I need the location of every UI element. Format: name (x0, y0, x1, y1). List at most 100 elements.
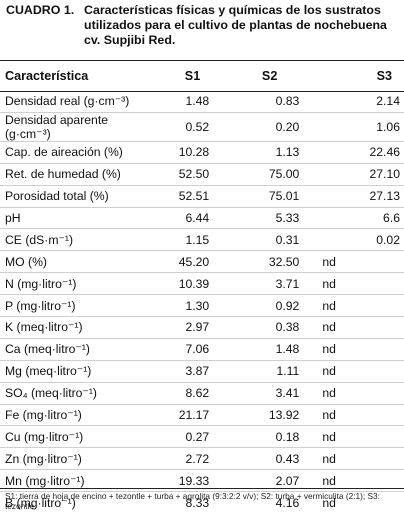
row-value-s1: 2.72 (147, 447, 210, 471)
row-value-s2: 3.41 (209, 382, 300, 405)
caption-line-3: cv. Supjibi Red. (84, 33, 176, 47)
table-row: Densidad real (g·cm⁻³) 1.48 0.83 2.14 (0, 91, 404, 113)
row-value-s1: 52.51 (147, 185, 210, 208)
table-row: pH 6.44 5.33 6.6 (0, 207, 404, 230)
row-value-s3: 2.14 (299, 91, 404, 113)
row-value-s1: 45.20 (147, 250, 210, 274)
row-value-s3: 1.06 (299, 112, 404, 142)
row-value-s2: 0.31 (209, 228, 300, 252)
row-characteristic: Porosidad total (%) (0, 185, 148, 208)
table-row: Cu (mg·litro⁻¹) 0.27 0.18 nd (0, 425, 404, 449)
row-value-s1: 10.28 (147, 141, 210, 164)
header-s3-cell: S3 (299, 60, 404, 91)
table-row: Mg (meq·litro⁻¹) 3.87 1.11 nd (0, 360, 404, 383)
caption-label: CUADRO 1. (6, 3, 75, 17)
row-value-s3: nd (299, 360, 404, 383)
table-row: B (mg·litro⁻¹) 8.33 4.16 nd (0, 492, 404, 513)
row-value-s1: 1.48 (147, 91, 210, 113)
row-value-s2: 13.92 (209, 404, 300, 427)
row-value-s2: 3.71 (209, 272, 300, 296)
row-characteristic: Densidad real (g·cm⁻³) (0, 91, 148, 113)
table-row: Densidad aparente (g·cm⁻³) 0.52 0.20 1.06 (0, 112, 404, 142)
table-row: Cap. de aireación (%) 10.28 1.13 22.46 (0, 141, 404, 164)
row-value-s1: 21.17 (147, 404, 210, 427)
row-characteristic: SO₄ (meq·litro⁻¹) (0, 382, 148, 405)
table-row: K (meq·litro⁻¹) 2.97 0.38 nd (0, 316, 404, 339)
row-value-s3: 6.6 (299, 207, 404, 230)
table-row: Zn (mg·litro⁻¹) 2.72 0.43 nd (0, 447, 404, 471)
row-value-s3: nd (299, 425, 404, 449)
header-s1: S1 (184, 68, 201, 83)
row-characteristic: B (mg·litro⁻¹) (5, 495, 76, 510)
header-s3: S3 (376, 68, 392, 83)
row-value-s1: 0.52 (147, 112, 210, 142)
header-caracteristica: Característica (5, 68, 89, 83)
row-characteristic: N (mg·litro⁻¹) (0, 272, 148, 296)
row-value-s3: nd (299, 404, 404, 427)
row-value-s2: 2.07 (209, 469, 300, 493)
row-value-s1: 3.87 (147, 360, 210, 383)
row-characteristic: MO (%) (0, 250, 148, 274)
row-value-s2: 0.18 (209, 425, 300, 449)
row-characteristic: Mn (mg·litro⁻¹) (0, 469, 148, 493)
table-row: MO (%) 45.20 32.50 nd (0, 250, 404, 274)
row-value-s1: 10.39 (147, 272, 210, 296)
table-footnote: S1: tierra de hoja de encino + tezontle … (5, 491, 380, 511)
row-value-s2: 75.00 (209, 163, 300, 186)
row-value-s2: 4.16 (275, 495, 300, 510)
row-value-s2: 0.38 (209, 316, 300, 339)
row-value-s1: 2.97 (147, 316, 210, 339)
table-row: Porosidad total (%) 52.51 75.01 27.13 (0, 185, 404, 208)
table-row: Ca (meq·litro⁻¹) 7.06 1.48 nd (0, 338, 404, 361)
row-value-s3: nd (299, 469, 404, 493)
row-characteristic: Mg (meq·litro⁻¹) (0, 360, 148, 383)
row-value-s2: 75.01 (209, 185, 300, 208)
row-value-s1: 1.15 (147, 228, 210, 252)
row-value-s2: 32.50 (209, 250, 300, 274)
row-value-s3: nd (299, 250, 404, 274)
table-row: P (mg·litro⁻¹) 1.30 0.92 nd (0, 294, 404, 318)
row-characteristic: CE (dS·m⁻¹) (0, 228, 148, 252)
header-s2: S2 (261, 68, 278, 83)
table-header-row: Característica S1 S2 S3 (0, 60, 404, 91)
row-value-s3: nd (299, 382, 404, 405)
row-characteristic: Zn (mg·litro⁻¹) (0, 447, 148, 471)
table-bottom-rule (0, 488, 404, 490)
row-characteristic: pH (0, 207, 148, 230)
row-characteristic: Densidad aparente (g·cm⁻³) (0, 112, 148, 142)
row-value-s3: nd (299, 447, 404, 471)
row-characteristic: Cu (mg·litro⁻¹) (0, 425, 148, 449)
caption-line-1: Características físicas y químicas de lo… (84, 3, 381, 17)
row-value-s2: 0.92 (209, 294, 300, 318)
row-value-s3: 0.02 (299, 228, 404, 252)
row-value-s2: 0.83 (209, 91, 300, 113)
row-characteristic: Fe (mg·litro⁻¹) (0, 404, 148, 427)
table-top-rule (0, 60, 404, 62)
row-characteristic: Cap. de aireación (%) (0, 141, 148, 164)
table-row: CE (dS·m⁻¹) 1.15 0.31 0.02 (0, 228, 404, 252)
row-value-s1: 8.62 (147, 382, 210, 405)
row-value-s1: 8.33 (185, 495, 210, 510)
row-value-s3: 27.13 (299, 185, 404, 208)
row-value-s2: 1.13 (209, 141, 300, 164)
row-value-s3: nd (299, 294, 404, 318)
row-value-s1: 1.30 (147, 294, 210, 318)
row-value-s1: 7.06 (147, 338, 210, 361)
row-value-s1: 52.50 (147, 163, 210, 186)
row-value-s1: 6.44 (147, 207, 210, 230)
row-characteristic: Ca (meq·litro⁻¹) (0, 338, 148, 361)
table-row: Fe (mg·litro⁻¹) 21.17 13.92 nd (0, 404, 404, 427)
row-value-s1: 0.27 (147, 425, 210, 449)
substrate-properties-table: Característica S1 S2 S3 Densidad real (g… (0, 60, 404, 513)
header-s2-cell: S2 (209, 60, 299, 91)
row-value-s1: 19.33 (147, 469, 210, 493)
table-caption: CUADRO 1. Características físicas y quím… (6, 3, 400, 48)
table-row: SO₄ (meq·litro⁻¹) 8.62 3.41 nd (0, 382, 404, 405)
row-characteristic: P (mg·litro⁻¹) (0, 294, 148, 318)
row-value-s3: nd (299, 338, 404, 361)
table-row: N (mg·litro⁻¹) 10.39 3.71 nd (0, 272, 404, 296)
row-value-s3: nd (299, 272, 404, 296)
header-s1-cell: S1 (147, 60, 209, 91)
row-value-s2: 5.33 (209, 207, 300, 230)
row-characteristic: Ret. de humedad (%) (0, 163, 148, 186)
